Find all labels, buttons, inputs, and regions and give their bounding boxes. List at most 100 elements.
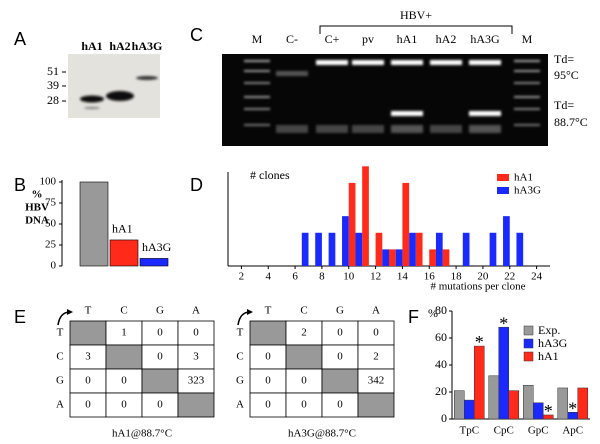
bar — [429, 249, 436, 266]
legend-swatch — [497, 187, 509, 194]
bar — [462, 232, 470, 266]
table-cell — [249, 320, 287, 346]
cell-value: 0 — [121, 399, 127, 411]
legend-label: hA1 — [538, 349, 559, 363]
bar-label: hA1 — [112, 222, 133, 236]
band-label: Td= — [554, 98, 574, 112]
y-tick-label: 60 — [435, 330, 447, 344]
lane-label: C- — [286, 32, 298, 46]
gel-c-bands — [244, 60, 540, 133]
arrowhead — [67, 309, 73, 315]
table-cell — [249, 392, 287, 418]
gel-a-bands — [80, 76, 158, 110]
marker-label: 28 — [47, 93, 59, 107]
y-tick-label: 40 — [435, 357, 447, 371]
bar — [355, 232, 363, 266]
table-cell — [69, 392, 107, 418]
y-tick-label: 25 — [45, 239, 57, 251]
annotation: * — [475, 332, 484, 352]
cell-value: 0 — [157, 327, 163, 339]
table-cell — [177, 392, 215, 418]
table-cell — [105, 344, 143, 370]
y-axis-label: HBV — [25, 202, 49, 214]
bar — [508, 390, 519, 420]
arrowhead — [247, 309, 253, 315]
cell-value: 1 — [121, 327, 127, 339]
cell-value: 0 — [337, 351, 343, 363]
bar — [139, 258, 169, 267]
row-header: G — [56, 375, 64, 387]
table-cell — [285, 344, 323, 370]
column-header: G — [336, 305, 344, 317]
x-tick-label: 8 — [319, 271, 325, 283]
band-label: 88.7°C — [554, 115, 588, 129]
table-cell — [285, 320, 323, 346]
column-header: T — [85, 305, 92, 317]
x-tick-label: 16 — [424, 271, 436, 283]
y-axis-label: % — [428, 306, 438, 320]
lane-label: hA1 — [81, 39, 102, 53]
bar — [342, 216, 349, 266]
bar — [488, 375, 499, 420]
legend-swatch — [497, 174, 509, 181]
lane-label: hA2 — [436, 32, 457, 46]
cell-value: 0 — [337, 327, 343, 339]
row-header: C — [56, 351, 63, 363]
legend-label: hA3G — [514, 185, 541, 197]
table-caption: hA1@88.7°C — [112, 428, 172, 440]
cell-value: 323 — [188, 375, 205, 387]
y-tick-label: 80 — [435, 303, 447, 317]
bar — [503, 216, 510, 266]
table-cell — [69, 320, 107, 346]
group-bracket — [319, 25, 513, 34]
cell-value: 0 — [121, 375, 127, 387]
x-tick-label: 18 — [451, 271, 463, 283]
legend-swatch — [523, 338, 534, 349]
gel-a — [68, 54, 160, 118]
table-cell — [141, 368, 179, 394]
bar — [489, 232, 497, 266]
table-cell — [357, 392, 395, 418]
y-tick-label: 75 — [45, 197, 57, 209]
cell-value: 0 — [265, 351, 271, 363]
y-tick-label: 20 — [435, 384, 447, 398]
annotation: * — [544, 401, 553, 421]
bar — [474, 345, 485, 420]
y-tick-label: 0 — [441, 411, 447, 425]
y-tick-label: 50 — [45, 218, 57, 230]
table-cell — [141, 320, 179, 346]
cell-value: 3 — [85, 351, 91, 363]
row-header: C — [236, 351, 243, 363]
bar — [328, 232, 336, 266]
x-tick-label: GpC — [528, 425, 549, 437]
lane-label: C+ — [325, 32, 340, 46]
cell-value: 342 — [368, 375, 385, 387]
x-axis-label: # mutations per clone — [430, 281, 525, 293]
group-label: HBV+ — [400, 8, 432, 22]
column-header: A — [192, 305, 200, 317]
bar — [382, 249, 389, 266]
cell-value: 0 — [373, 327, 379, 339]
row-header: A — [56, 399, 64, 411]
bar — [516, 232, 524, 266]
marker-label: 39 — [47, 78, 59, 92]
panel-label: F — [408, 307, 419, 327]
bar — [442, 249, 450, 266]
table-cell — [177, 344, 215, 370]
x-tick-label: TpC — [459, 425, 479, 437]
cell-value: 2 — [301, 327, 307, 339]
x-tick-label: 24 — [531, 271, 543, 283]
bar — [543, 414, 554, 420]
y-axis-label: # clones — [250, 168, 290, 182]
bar — [577, 387, 588, 420]
cell-value: 0 — [85, 399, 91, 411]
bar — [498, 326, 509, 420]
table-cell — [321, 392, 359, 418]
bar — [375, 232, 383, 266]
cell-value: 0 — [337, 399, 343, 411]
bar — [389, 249, 396, 266]
lane-label: hA3G — [132, 39, 163, 53]
panel-label: C — [190, 25, 203, 45]
lane-label: hA2 — [109, 39, 130, 53]
